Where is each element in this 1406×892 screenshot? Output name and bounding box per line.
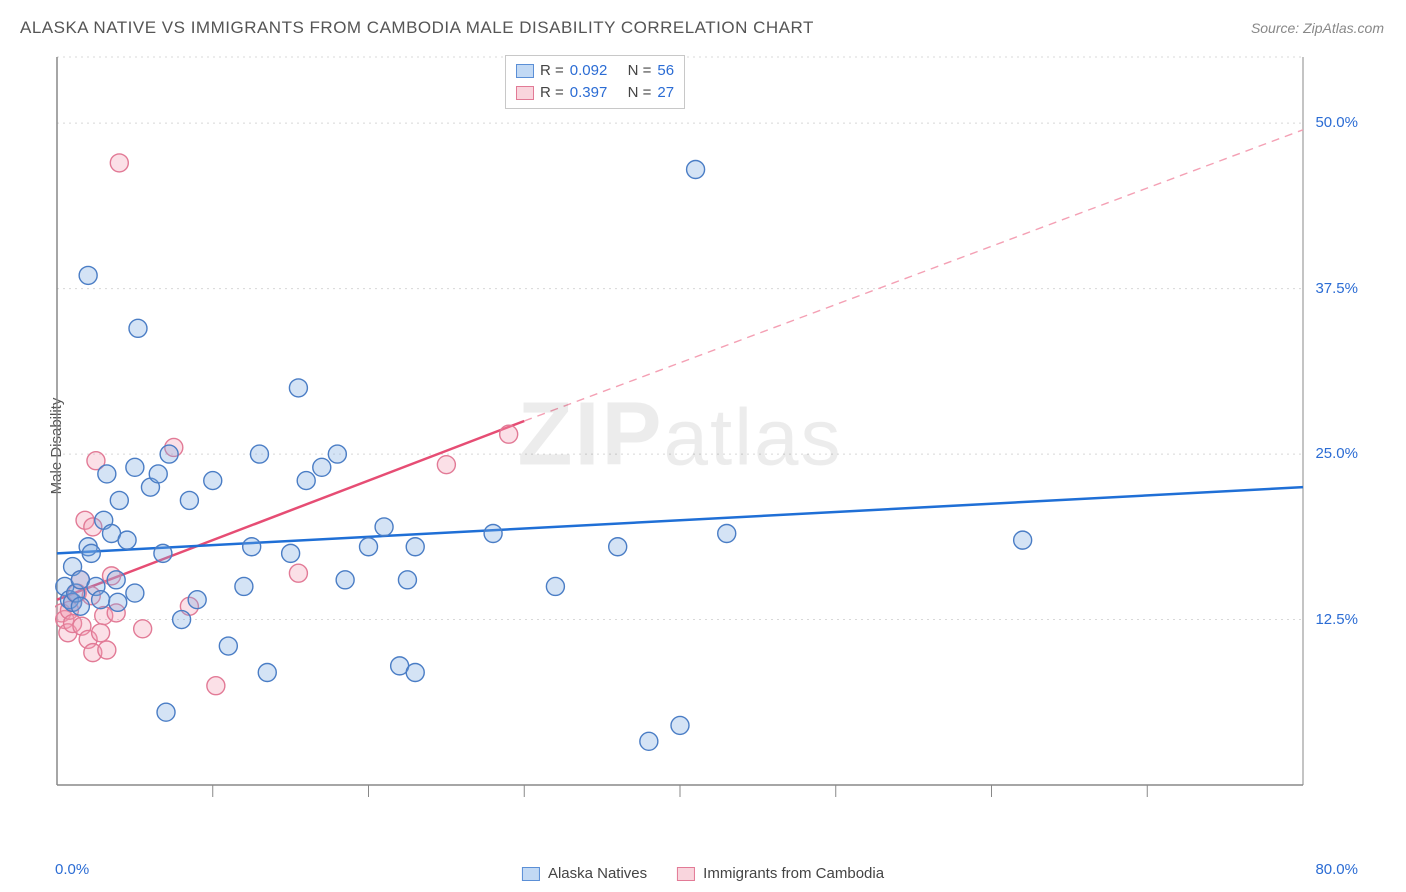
source-prefix: Source: [1251, 20, 1303, 36]
correlation-legend: R = 0.092 N = 56 R = 0.397 N = 27 [505, 55, 685, 109]
r-value-blue: 0.092 [570, 60, 608, 82]
n-value-pink: 27 [657, 82, 674, 104]
legend-row-blue: R = 0.092 N = 56 [516, 60, 674, 82]
r-value-pink: 0.397 [570, 82, 608, 104]
series-legend: Alaska Natives Immigrants from Cambodia [522, 865, 884, 882]
n-value-blue: 56 [657, 60, 674, 82]
legend-label-blue: Alaska Natives [548, 865, 647, 882]
r-label: R = [540, 60, 564, 82]
y-tick-label: 37.5% [1315, 280, 1358, 297]
legend-label-pink: Immigrants from Cambodia [703, 865, 884, 882]
legend-row-pink: R = 0.397 N = 27 [516, 82, 674, 104]
source-attribution: Source: ZipAtlas.com [1251, 20, 1384, 36]
plot-area: ZIPatlas R = 0.092 N = 56 R = 0.397 N = … [55, 55, 1305, 815]
y-tick-label: 50.0% [1315, 114, 1358, 131]
swatch-blue-icon [516, 64, 534, 78]
swatch-pink-icon [677, 867, 695, 881]
swatch-pink-icon [516, 86, 534, 100]
n-label: N = [628, 60, 652, 82]
x-tick-max: 80.0% [1315, 861, 1358, 878]
source-link[interactable]: ZipAtlas.com [1303, 20, 1384, 36]
chart-container: ALASKA NATIVE VS IMMIGRANTS FROM CAMBODI… [0, 0, 1406, 892]
legend-item-blue: Alaska Natives [522, 865, 647, 882]
r-label: R = [540, 82, 564, 104]
swatch-blue-icon [522, 867, 540, 881]
chart-svg [55, 55, 1305, 815]
legend-item-pink: Immigrants from Cambodia [677, 865, 884, 882]
x-tick-min: 0.0% [55, 861, 89, 878]
y-tick-label: 25.0% [1315, 445, 1358, 462]
n-label: N = [628, 82, 652, 104]
y-tick-label: 12.5% [1315, 611, 1358, 628]
chart-title: ALASKA NATIVE VS IMMIGRANTS FROM CAMBODI… [20, 18, 814, 38]
